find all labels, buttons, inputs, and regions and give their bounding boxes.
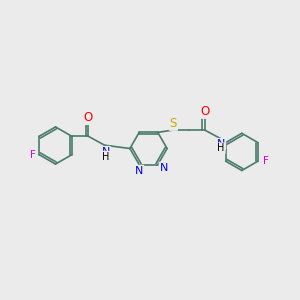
- Text: H: H: [218, 143, 225, 153]
- Text: F: F: [30, 150, 36, 160]
- Text: F: F: [263, 156, 269, 166]
- Text: S: S: [170, 117, 177, 130]
- Text: N: N: [160, 163, 168, 172]
- Text: N: N: [102, 147, 110, 157]
- Text: N: N: [217, 139, 225, 149]
- Text: O: O: [83, 111, 93, 124]
- Text: H: H: [102, 152, 110, 162]
- Text: O: O: [200, 105, 209, 118]
- Text: N: N: [135, 166, 143, 176]
